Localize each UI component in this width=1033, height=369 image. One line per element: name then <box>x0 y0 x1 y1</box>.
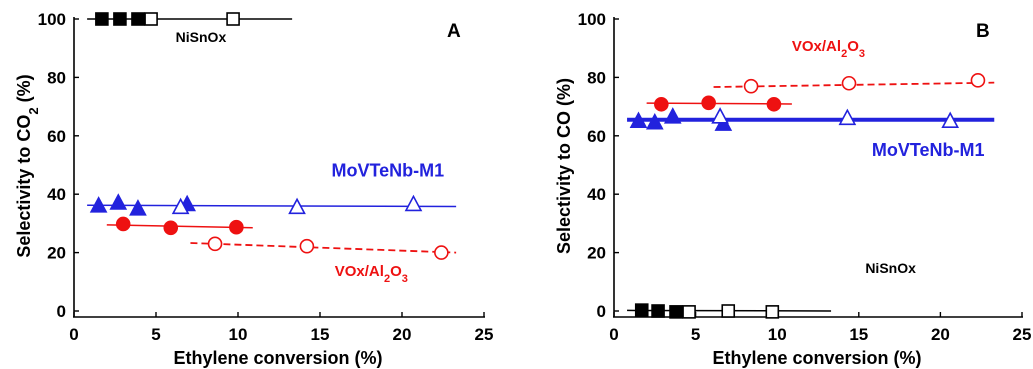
x-tick-label-b: 25 <box>1013 325 1032 344</box>
series-label-movte-b: MoVTeNb-M1 <box>872 140 985 160</box>
x-tick-label-a: 10 <box>229 325 248 344</box>
y-tick-label-a: 0 <box>57 302 66 321</box>
data-point-movtenb-m1-b <box>629 111 648 128</box>
series-b <box>627 73 995 319</box>
y-axis-title-b: Selectivity to CO (%) <box>554 78 574 254</box>
data-point-movtenb-m1-a <box>109 193 128 210</box>
x-tick-label-b: 15 <box>849 325 868 344</box>
data-point-nisnox-b <box>634 303 649 317</box>
y-tick-label-b: 100 <box>578 10 606 29</box>
x-tick-label-b: 0 <box>609 325 618 344</box>
data-point-vox-al2o3-b <box>701 95 716 111</box>
x-axis-title-a: Ethylene conversion (%) <box>173 348 382 368</box>
chart-b: 0 5 10 15 20 25 0 20 40 60 80 100 B Ethylene conver… <box>554 10 1031 368</box>
chart-a: 0 5 10 15 20 25 0 20 40 60 80 100 A Ethylene conver… <box>14 10 493 368</box>
data-point-movtenb-m1-b <box>711 107 729 124</box>
data-point-nisnox-b <box>651 304 665 318</box>
series-label-nisnox-a: NiSnOx <box>176 29 227 45</box>
y-axis-title-b-tail: (%) <box>554 78 574 111</box>
series-label-subscript: 2 <box>841 48 847 60</box>
data-point-nisnox-b <box>669 305 683 319</box>
series-label-nisnox-b: NiSnOx <box>865 260 916 276</box>
y-axis-title-a-main: Selectivity to CO <box>14 115 34 258</box>
panel-label-b: B <box>976 21 990 42</box>
x-tick-label-a: 20 <box>393 325 412 344</box>
data-point-vox-al2o3-b <box>766 96 782 112</box>
series-label-text-tail: O <box>847 38 859 55</box>
series-label-vox-a: VOx/Al2O3 <box>335 263 408 285</box>
x-tick-label-a: 25 <box>475 325 494 344</box>
series-label-subscript: 3 <box>402 273 408 285</box>
y-tick-label-b: 40 <box>587 185 606 204</box>
y-tick-label-a: 80 <box>47 68 66 87</box>
data-point-nisnox-b <box>721 304 736 318</box>
data-point-vox-al2o3-b <box>970 73 986 88</box>
panel-label-a: A <box>447 21 461 42</box>
data-point-nisnox-a <box>131 12 145 26</box>
series-label-subscript: 3 <box>859 48 865 60</box>
data-point-movtenb-m1-a <box>404 194 423 212</box>
trend-line-vox-al2o3-a <box>106 224 253 229</box>
series-label-text: VOx/Al <box>335 263 384 280</box>
y-axis-title-a-tail: (%) <box>14 74 34 107</box>
trend-line-vox-al2o3-a <box>190 242 457 254</box>
data-point-nisnox-a <box>95 12 109 26</box>
y-tick-label-a: 60 <box>47 127 66 146</box>
data-point-movtenb-m1-b <box>663 107 682 124</box>
y-axis-title-a: Selectivity to CO2 (%) <box>14 74 41 257</box>
trend-line-vox-al2o3-b <box>713 81 995 88</box>
data-point-vox-al2o3-a <box>299 238 315 254</box>
y-tick-label-b: 60 <box>587 127 606 146</box>
series-label-text: NiSnOx <box>865 260 916 276</box>
y-tick-label-b: 0 <box>597 302 606 321</box>
data-point-vox-al2o3-a <box>434 245 449 260</box>
data-point-movtenb-m1-b <box>838 108 857 126</box>
data-point-nisnox-b <box>765 305 780 319</box>
y-tick-label-a: 100 <box>38 10 66 29</box>
x-axis-title-b: Ethylene conversion (%) <box>712 348 921 368</box>
data-point-vox-al2o3-a <box>207 236 223 252</box>
series-label-text-tail: O <box>390 263 402 280</box>
series-label-text: MoVTeNb-M1 <box>331 161 444 181</box>
series-label-text: NiSnOx <box>176 29 227 45</box>
x-tick-label-b: 5 <box>691 325 700 344</box>
trend-line-movtenb-m1-a <box>87 204 457 208</box>
data-point-vox-al2o3-a <box>115 216 131 232</box>
series-label-subscript: 2 <box>384 273 390 285</box>
x-tick-label-b: 20 <box>931 325 950 344</box>
y-tick-label-a: 40 <box>47 185 66 204</box>
data-point-movtenb-m1-a <box>89 196 108 213</box>
series-label-movte-a: MoVTeNb-M1 <box>331 161 444 181</box>
axes-a: 0 5 10 15 20 25 0 20 40 60 80 100 <box>38 10 494 344</box>
x-tick-label-a: 15 <box>311 325 330 344</box>
y-axis-title-a-sub: 2 <box>26 107 41 114</box>
x-tick-label-a: 5 <box>151 325 160 344</box>
y-tick-label-b: 20 <box>587 244 606 263</box>
data-point-vox-al2o3-b <box>743 78 759 94</box>
series-a <box>87 12 457 260</box>
y-axis-title-b-main: Selectivity to CO <box>554 111 574 254</box>
data-point-vox-al2o3-b <box>654 96 669 112</box>
data-point-nisnox-a <box>113 12 127 26</box>
data-point-vox-al2o3-a <box>229 219 244 235</box>
y-tick-label-b: 80 <box>587 68 606 87</box>
data-point-vox-al2o3-a <box>163 220 179 236</box>
data-point-movtenb-m1-a <box>129 199 147 216</box>
data-point-movtenb-m1-a <box>171 197 190 215</box>
series-label-vox-b: VOx/Al2O3 <box>792 38 865 60</box>
series-label-text: VOx/Al <box>792 38 841 55</box>
data-point-nisnox-a <box>226 12 240 26</box>
data-point-movtenb-m1-b <box>941 111 960 128</box>
data-point-movtenb-m1-a <box>288 197 306 215</box>
x-tick-label-b: 10 <box>768 325 787 344</box>
series-label-text: MoVTeNb-M1 <box>872 140 985 160</box>
x-tick-label-a: 0 <box>69 325 78 344</box>
data-point-vox-al2o3-b <box>841 75 857 91</box>
data-point-movtenb-m1-b <box>645 112 664 130</box>
y-tick-label-a: 20 <box>47 244 66 263</box>
axes-b: 0 5 10 15 20 25 0 20 40 60 80 100 <box>578 10 1032 344</box>
data-point-nisnox-b <box>682 305 696 319</box>
data-point-nisnox-a <box>144 12 158 26</box>
